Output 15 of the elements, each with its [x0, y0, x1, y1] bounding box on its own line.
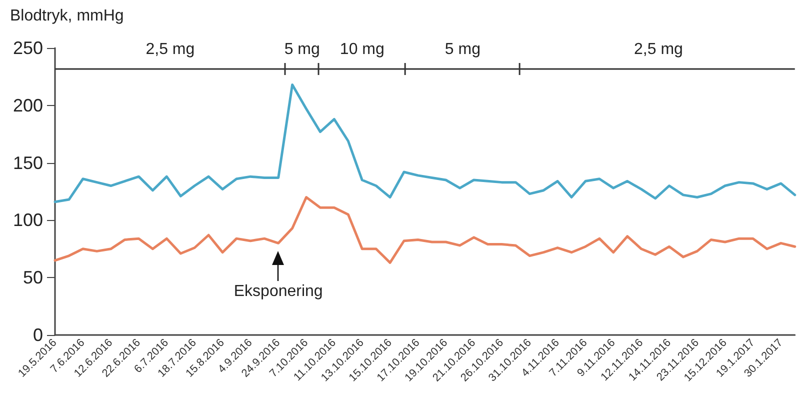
annotation: 5 mg — [284, 40, 320, 59]
line-series — [54, 83, 796, 204]
y-tick-label: 150 — [12, 152, 43, 173]
y-tick-label: 50 — [22, 268, 43, 288]
annotation: 2,5 mg — [146, 40, 195, 59]
line-series — [54, 196, 796, 264]
y-tick-label: 250 — [12, 38, 43, 58]
annotation: 5 mg — [444, 40, 480, 59]
y-tick-label: 100 — [12, 210, 43, 230]
y-tick-label: 0 — [32, 325, 43, 345]
annotation: 10 mg — [340, 40, 384, 59]
annotation: Eksponering — [234, 283, 323, 302]
y-tick-label: 200 — [12, 95, 43, 116]
annotation: 2,5 mg — [634, 40, 683, 59]
y-axis-title: Blodtryk, mmHg — [10, 8, 124, 24]
